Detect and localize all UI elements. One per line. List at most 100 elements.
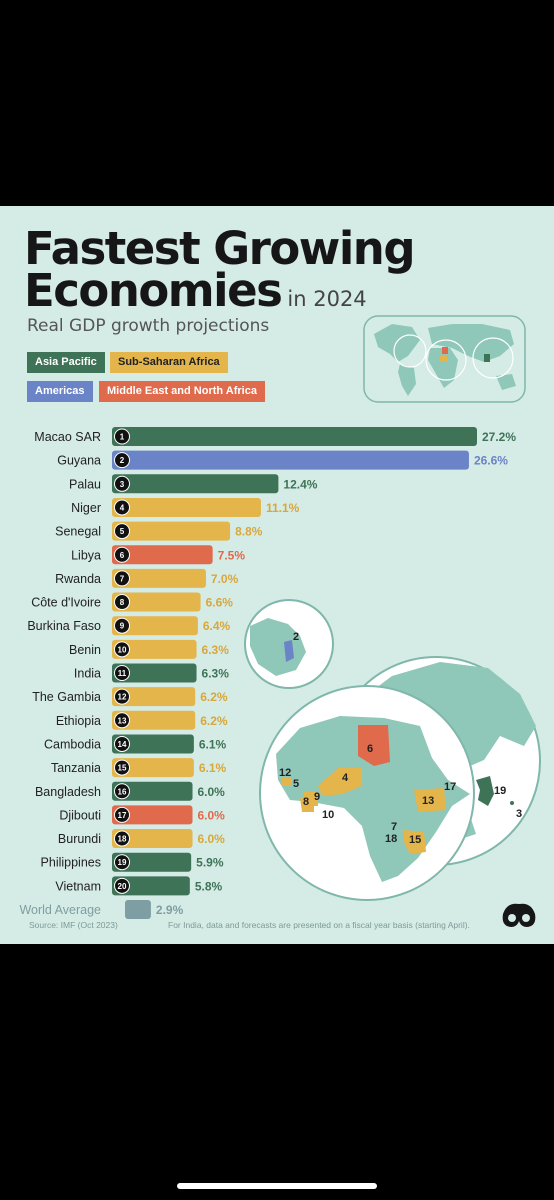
africa-label-8: 8 (303, 796, 309, 808)
bar-ethiopia (112, 710, 196, 730)
asia-philippines (476, 776, 494, 806)
category-label-djibouti: Djibouti (59, 808, 101, 822)
africa-senegal (282, 778, 292, 786)
value-label-libya: 7.5% (218, 548, 246, 562)
legend-asia-pacific: Asia Pacific (27, 352, 105, 373)
rank-badge-senegal (114, 523, 130, 540)
rank-badge-vietnam (114, 877, 130, 894)
africa-label-15: 15 (409, 834, 421, 846)
legend-sub-saharan-africa: Sub-Saharan Africa (110, 352, 228, 373)
value-label-world-average: 2.9% (156, 903, 184, 917)
category-label-libya: Libya (71, 548, 101, 562)
value-label-india: 6.3% (202, 667, 230, 681)
category-label-cambodia: Cambodia (44, 737, 101, 751)
americas-label-2: 2 (293, 631, 299, 643)
rank-badge-the-gambia (114, 688, 130, 705)
bar-palau (112, 474, 279, 494)
rank-badge-guyana (114, 452, 130, 469)
bar-benin (112, 639, 197, 659)
value-label-palau: 12.4% (283, 477, 317, 491)
rank-number-guyana: 2 (120, 456, 125, 465)
bar-chart: 11 16 1 20 14 19 3 2 6 (19, 315, 541, 919)
value-label-macao-sar: 27.2% (482, 430, 516, 444)
infographic-card: Fastest Growing Economies in 2024 Real GD… (0, 206, 554, 944)
africa-label-17: 17 (444, 781, 456, 793)
bar-india (112, 663, 197, 683)
category-label-burkina-faso: Burkina Faso (27, 619, 101, 633)
category-label-benin: Benin (69, 643, 101, 657)
rank-number-cote-d-ivoire: 8 (120, 598, 125, 607)
americas-map: 2 (244, 599, 334, 689)
africa-ethiopia (414, 788, 446, 812)
rank-number-philippines: 19 (118, 858, 127, 867)
bar-cambodia (112, 734, 194, 754)
world-north-america (374, 324, 420, 362)
bar-libya (112, 545, 213, 565)
rank-badge-cote-d-ivoire (114, 594, 130, 611)
category-label-vietnam: Vietnam (55, 879, 101, 893)
value-label-rwanda: 7.0% (211, 572, 239, 586)
value-label-tanzania: 6.1% (199, 761, 227, 775)
rank-badge-benin (114, 641, 130, 658)
bar-the-gambia (112, 687, 196, 707)
africa-libya (358, 725, 390, 766)
fiscal-year-note: For India, data and forecasts are presen… (168, 920, 470, 930)
value-label-cote-d-ivoire: 6.6% (206, 596, 234, 610)
value-label-niger: 11.1% (266, 501, 300, 515)
category-label-ethiopia: Ethiopia (56, 714, 101, 728)
category-label-india: India (74, 667, 101, 681)
africa-label-12: 12 (279, 767, 291, 779)
asia-label-19: 19 (494, 785, 506, 797)
world-overview-map (363, 315, 526, 403)
bar-rwanda (112, 568, 206, 588)
value-label-guyana: 26.6% (474, 454, 508, 468)
title-line-2: Economies in 2024 (24, 268, 367, 313)
world-africa (428, 348, 458, 388)
world-highlight-africa (425, 339, 467, 381)
rank-badge-djibouti (114, 806, 130, 823)
bar-senegal (112, 521, 231, 541)
world-eurasia (428, 324, 514, 362)
world-highlight-americas (393, 334, 427, 368)
rank-badge-burundi (114, 830, 130, 847)
bar-burundi (112, 829, 193, 849)
africa-benin (312, 794, 318, 804)
home-indicator (177, 1183, 377, 1189)
rank-badge-bangladesh (114, 783, 130, 800)
category-label-bangladesh: Bangladesh (35, 785, 101, 799)
world-marker-niger (439, 356, 447, 361)
africa-label-10: 10 (322, 809, 334, 821)
africa-label-13: 13 (422, 795, 434, 807)
category-label-cote-d-ivoire: Côte d'Ivoire (31, 596, 101, 610)
rank-number-burundi: 18 (118, 835, 127, 844)
world-highlight-asia (472, 337, 514, 379)
world-australia (496, 374, 516, 390)
bar-philippines (112, 852, 192, 872)
rank-badge-niger (114, 499, 130, 516)
rank-number-tanzania: 15 (118, 764, 127, 773)
rank-badge-india (114, 665, 130, 681)
rank-badge-tanzania (114, 759, 130, 776)
rank-number-cambodia: 14 (118, 740, 127, 749)
bar-guyana (112, 450, 469, 470)
rank-number-ethiopia: 13 (118, 716, 127, 725)
title-line-1: Fastest Growing (24, 222, 416, 275)
category-label-rwanda: Rwanda (55, 572, 101, 586)
rank-number-senegal: 5 (120, 527, 125, 536)
value-label-burkina-faso: 6.4% (203, 619, 231, 633)
subtitle: Real GDP growth projections (27, 316, 270, 336)
value-label-cambodia: 6.1% (199, 737, 227, 751)
category-label-guyana: Guyana (57, 454, 101, 468)
africa-label-7: 7 (391, 821, 397, 833)
rank-number-rwanda: 7 (120, 574, 125, 583)
asia-label-3: 3 (516, 808, 522, 820)
value-label-vietnam: 5.8% (195, 879, 223, 893)
rank-number-the-gambia: 12 (118, 693, 127, 702)
legend-middle-east-north-africa: Middle East and North Africa (99, 381, 265, 402)
africa-map: 6 12 5 9 4 8 10 13 17 7 18 15 (259, 685, 475, 901)
title-year: in 2024 (287, 287, 367, 311)
bar-niger (112, 497, 261, 517)
americas-land (250, 618, 306, 676)
value-label-burundi: 6.0% (198, 832, 226, 846)
africa-niger (318, 768, 362, 796)
